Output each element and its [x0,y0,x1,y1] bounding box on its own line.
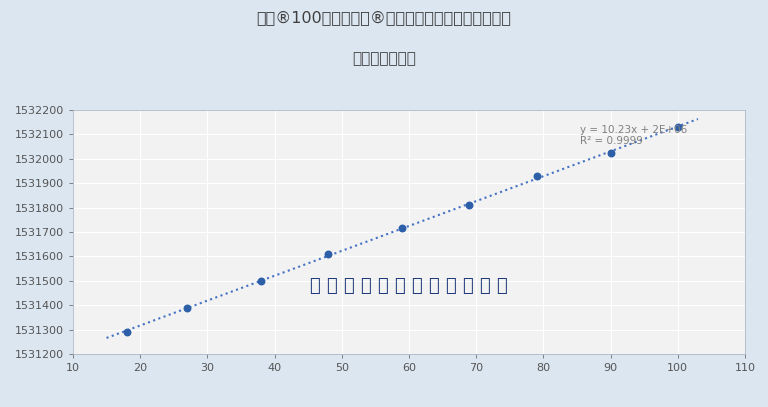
Point [323,251,335,258]
Point [121,329,133,335]
Point [463,201,475,208]
Text: y = 10.23x + 2E+06
R² = 0.9999: y = 10.23x + 2E+06 R² = 0.9999 [581,125,687,146]
Point [255,278,267,284]
Text: 波长温度实测图: 波长温度实测图 [352,51,416,66]
Point [181,304,194,311]
Point [671,124,684,131]
Point [531,173,543,179]
Text: 北诺®100摄氏度毛细®无缝钢管光纤光栅温度传感器: 北诺®100摄氏度毛细®无缝钢管光纤光栅温度传感器 [257,10,511,25]
Text: 北 京 大 成 永 盛 科 技 有 限 公 司: 北 京 大 成 永 盛 科 技 有 限 公 司 [310,277,508,295]
Point [396,224,409,231]
Point [604,149,617,156]
